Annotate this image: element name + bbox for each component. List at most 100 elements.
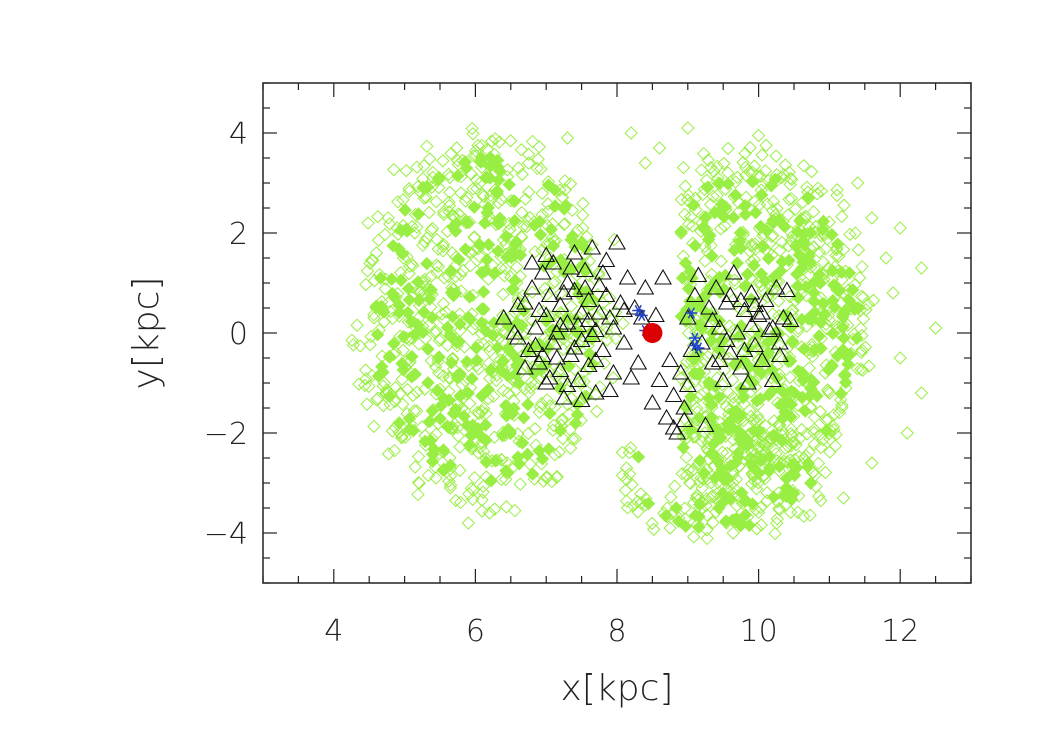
diamond-point (406, 388, 420, 403)
diamond-point (715, 324, 729, 338)
diamond-point (693, 475, 707, 489)
diamond-point (465, 307, 479, 321)
triangle-point (636, 278, 655, 295)
diamond-point (714, 391, 728, 406)
diamond-point (563, 441, 578, 455)
diamond-point (700, 523, 714, 537)
diamond-point (736, 155, 750, 170)
diamond-point (807, 410, 822, 425)
diamond-point (492, 164, 507, 178)
diamond-point (558, 174, 572, 188)
diamond-point (535, 452, 550, 466)
diamond-point (444, 264, 458, 278)
star-point (692, 342, 705, 354)
diamond-point (513, 269, 527, 283)
diamond-point (744, 254, 759, 269)
diamond-point (674, 371, 688, 385)
diamond-point (693, 366, 707, 381)
diamond-point (580, 230, 594, 244)
diamond-point (437, 207, 451, 222)
diamond-point (462, 290, 477, 304)
diamond-point (647, 522, 661, 537)
diamond-point (786, 409, 801, 423)
diamond-point (469, 173, 484, 187)
diamond-point (816, 433, 830, 447)
diamond-point (717, 219, 732, 233)
diamond-point (423, 286, 437, 300)
diamond-point (816, 297, 831, 311)
diamond-point (694, 163, 709, 177)
diamond-point (745, 445, 760, 460)
triangle-point (593, 341, 612, 358)
triangle-point (537, 246, 556, 263)
diamond-point (713, 285, 727, 300)
diamond-point (503, 232, 517, 246)
diamond-point (836, 320, 850, 334)
diamond-point (490, 184, 504, 198)
diamond-point (704, 334, 718, 348)
diamond-point (523, 457, 537, 471)
diamond-point (432, 333, 447, 348)
diamond-point (378, 227, 392, 242)
diamond-point (548, 274, 562, 289)
diamond-point (835, 400, 849, 415)
diamond-point (813, 315, 827, 329)
diamond-point (829, 242, 844, 257)
diamond-point (552, 445, 567, 459)
triangle-point (572, 391, 591, 408)
diamond-point (818, 465, 833, 480)
diamond-point (576, 196, 590, 211)
diamond-point (745, 466, 759, 481)
diamond-point (758, 164, 773, 178)
diamond-point (558, 183, 572, 197)
diamond-point (781, 440, 796, 454)
triangle-point (731, 358, 750, 375)
diamond-point (369, 246, 384, 260)
diamond-point (631, 450, 646, 464)
diamond-point (853, 321, 868, 336)
triangle-point (625, 298, 644, 315)
diamond-point (714, 254, 728, 268)
diamond-point (745, 175, 760, 189)
triangle-point (746, 296, 765, 313)
diamond-point (796, 255, 810, 269)
diamond-point (487, 267, 501, 281)
diamond-point (804, 381, 818, 396)
diamond-point (799, 276, 813, 290)
diamond-point (740, 331, 754, 346)
triangle-point (558, 273, 577, 290)
diamond-point (431, 259, 446, 274)
diamond-point (550, 470, 564, 485)
diamond-point (547, 418, 561, 433)
diamond-point (511, 291, 525, 305)
triangle-point (533, 263, 552, 280)
diamond-point (796, 373, 810, 387)
diamond-point (393, 266, 408, 280)
diamond-point (543, 399, 557, 413)
diamond-point (372, 267, 387, 282)
triangle-point (554, 388, 573, 405)
diamond-point (514, 230, 528, 244)
diamond-point (525, 467, 540, 481)
diamond-point (783, 370, 797, 385)
diamond-point (535, 207, 549, 222)
triangle-point (579, 291, 598, 308)
diamond-point (582, 254, 597, 268)
diamond-point (404, 314, 419, 329)
diamond-point (390, 221, 404, 235)
diamond-point (624, 126, 638, 140)
diamond-point (417, 191, 431, 205)
diamond-point (433, 411, 447, 426)
diamond-point (440, 338, 455, 353)
diamond-point (664, 490, 678, 504)
diamond-point (430, 383, 444, 398)
triangle-point (604, 318, 623, 335)
diamond-point (681, 326, 696, 340)
triangle-point (632, 308, 651, 325)
diamond-point (781, 340, 795, 355)
diamond-point (706, 515, 720, 530)
diamond-point (395, 397, 410, 411)
diamond-point (420, 256, 434, 271)
diamond-point (821, 261, 835, 276)
diamond-point (745, 497, 760, 511)
